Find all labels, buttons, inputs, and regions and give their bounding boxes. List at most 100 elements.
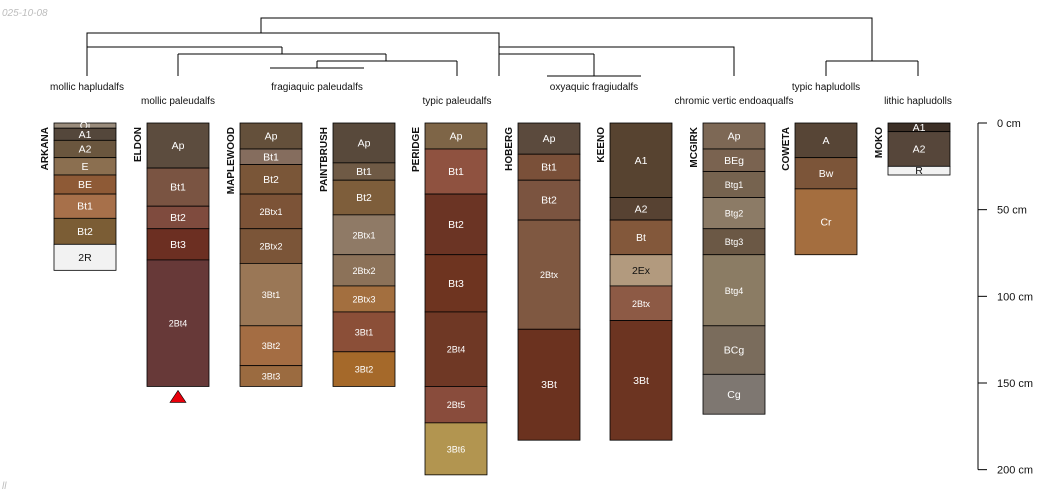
horizon bbox=[424, 148, 488, 195]
horizon-label: Cr bbox=[820, 216, 832, 228]
horizon-label: Bt2 bbox=[356, 192, 372, 204]
truncation-marker bbox=[169, 389, 187, 403]
profile-hoberg: Ap Bt1 Bt2 2Btx 3Bt HOBERG bbox=[504, 122, 581, 441]
pedon-name: MCGIRK bbox=[689, 126, 700, 167]
horizon-label: BE bbox=[78, 179, 92, 191]
horizon-label: Bt1 bbox=[541, 162, 557, 174]
horizon bbox=[609, 320, 673, 441]
horizon bbox=[146, 228, 210, 261]
horizon-label: Bt3 bbox=[170, 239, 186, 251]
pedon-name: COWETA bbox=[781, 127, 792, 171]
horizon bbox=[702, 197, 766, 230]
profile-keeno: A1 A2 Bt 2Ex 2Btx 3Bt KEENO bbox=[596, 122, 673, 441]
horizon-label: Ap bbox=[450, 130, 463, 142]
horizon-label: 3Bt2 bbox=[355, 365, 374, 375]
horizon bbox=[332, 179, 396, 216]
horizon bbox=[702, 325, 766, 375]
horizon-label: Btg1 bbox=[725, 180, 744, 190]
horizon-label: A2 bbox=[635, 203, 648, 215]
horizon-label: Bt1 bbox=[77, 201, 93, 213]
depth-tick-label: 50 cm bbox=[997, 205, 1027, 217]
horizon-label: Ap bbox=[358, 137, 371, 149]
horizon bbox=[887, 165, 951, 176]
profile-mcgirk: Ap BEg Btg1 Btg2 Btg3 Btg4 BCg Cg MCGIRK bbox=[689, 122, 766, 415]
horizon bbox=[146, 167, 210, 207]
horizon bbox=[702, 171, 766, 198]
pedon-name: PAINTBRUSH bbox=[319, 127, 330, 192]
horizon bbox=[239, 164, 303, 195]
horizon-label: 3Bt3 bbox=[262, 372, 281, 382]
horizon-label: Cg bbox=[727, 389, 741, 401]
taxon-label: typic hapludolls bbox=[792, 82, 860, 93]
horizon bbox=[609, 219, 673, 256]
pedon-name: MOKO bbox=[874, 127, 885, 158]
horizon bbox=[239, 365, 303, 387]
horizon bbox=[424, 254, 488, 313]
horizon bbox=[702, 373, 766, 415]
horizon bbox=[53, 243, 117, 271]
horizon-label: Bt3 bbox=[448, 278, 464, 290]
horizon-label: 2Bt4 bbox=[169, 319, 188, 329]
horizon bbox=[702, 122, 766, 150]
depth-tick-label: 0 cm bbox=[997, 118, 1021, 130]
horizon-label: 2Btx1 bbox=[259, 207, 282, 217]
horizon-label: Bt2 bbox=[448, 219, 464, 231]
horizon bbox=[517, 219, 581, 330]
horizon bbox=[239, 262, 303, 327]
depth-tick-label: 100 cm bbox=[997, 291, 1033, 303]
horizon bbox=[239, 228, 303, 264]
horizon bbox=[517, 122, 581, 155]
horizon-label: A2 bbox=[79, 143, 92, 155]
horizon bbox=[332, 214, 396, 256]
taxon-label: mollic paleudalfs bbox=[141, 96, 215, 107]
pedon-name: HOBERG bbox=[504, 127, 515, 171]
pedon-name: PERIDGE bbox=[411, 127, 422, 172]
horizon bbox=[239, 122, 303, 150]
horizon-label: 2Btx3 bbox=[352, 294, 375, 304]
date-label: 025-10-08 bbox=[2, 8, 48, 19]
horizon-label: A1 bbox=[635, 155, 648, 167]
horizon-label: 2Btx bbox=[632, 299, 651, 309]
horizon-label: A bbox=[822, 135, 829, 147]
horizon bbox=[239, 325, 303, 367]
horizon-label: 3Bt2 bbox=[262, 341, 281, 351]
pedon-name: ELDON bbox=[133, 127, 144, 162]
taxon-label: mollic hapludalfs bbox=[50, 82, 124, 93]
taxon-label: fragiaquic paleudalfs bbox=[271, 82, 363, 93]
horizon bbox=[702, 228, 766, 256]
horizon-label: Ap bbox=[172, 140, 185, 152]
depth-tick-label: 150 cm bbox=[997, 378, 1033, 390]
horizon-label: Bt1 bbox=[170, 182, 186, 194]
horizon-label: 2Btx2 bbox=[352, 266, 375, 276]
horizon bbox=[424, 311, 488, 387]
dendro-branch bbox=[260, 17, 873, 61]
dendro-branch bbox=[499, 46, 735, 61]
horizon-label: 2Ex bbox=[632, 265, 651, 277]
horizon-label: E bbox=[81, 161, 88, 173]
horizon bbox=[794, 157, 858, 190]
horizon-label: A1 bbox=[79, 129, 92, 141]
taxon-label: typic paleudalfs bbox=[423, 96, 492, 107]
profile-paintbrush: Ap Bt1 Bt2 2Btx1 2Btx2 2Btx3 3Bt1 3Bt2 PAINTBRUS… bbox=[319, 122, 396, 387]
profile-moko: A1 A2 R MOKO bbox=[874, 122, 951, 177]
horizon-label: A2 bbox=[913, 143, 926, 155]
dendrogram bbox=[86, 17, 919, 77]
horizon bbox=[53, 217, 117, 245]
horizon-label: Bt1 bbox=[448, 166, 464, 178]
horizon-label: 2Btx1 bbox=[352, 230, 375, 240]
horizon bbox=[887, 131, 951, 167]
horizon-label: R bbox=[915, 165, 923, 177]
horizon-label: BEg bbox=[724, 155, 744, 167]
horizon bbox=[702, 254, 766, 327]
horizon-label: 2Bt4 bbox=[447, 345, 466, 355]
horizon-label: Ap bbox=[728, 130, 741, 142]
horizon bbox=[517, 153, 581, 181]
pedon-name: MAPLEWOOD bbox=[226, 127, 237, 194]
profile-peridge: Ap Bt1 Bt2 Bt3 2Bt4 2Bt5 3Bt6 PERIDGE bbox=[411, 122, 488, 476]
profile-coweta: A Bw Cr COWETA bbox=[781, 122, 858, 256]
horizon bbox=[794, 188, 858, 256]
horizon-label: 2R bbox=[78, 252, 92, 264]
horizon-label: 3Bt1 bbox=[355, 327, 374, 337]
